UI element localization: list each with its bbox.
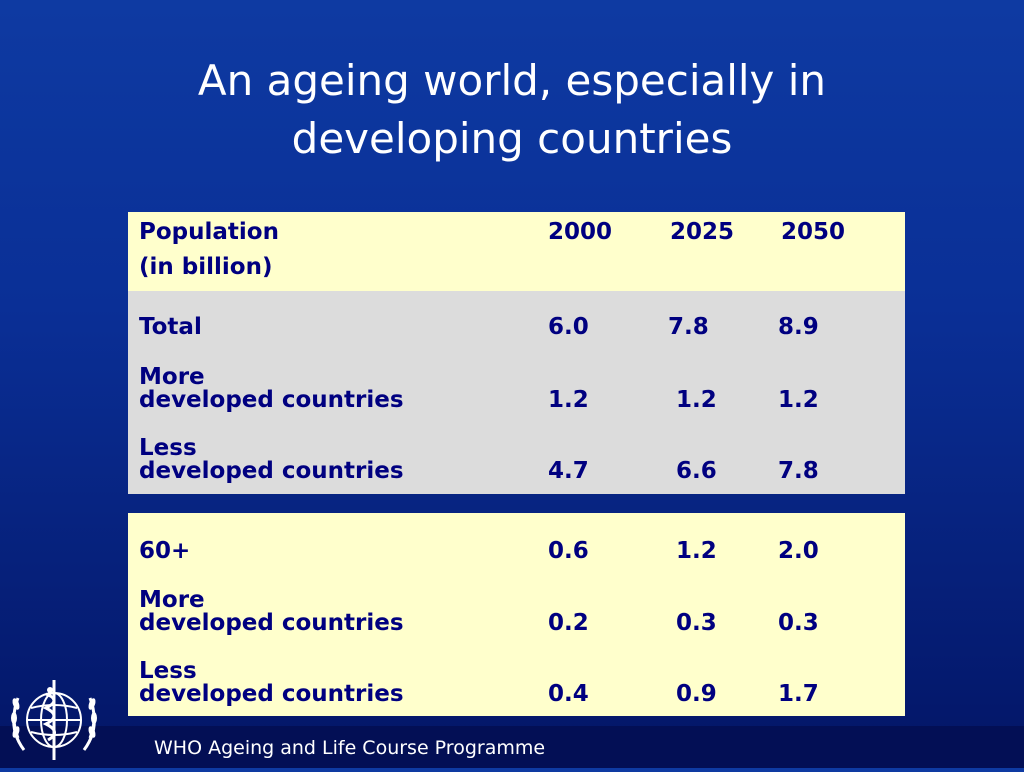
value-2025: 7.8	[668, 314, 709, 340]
row-label-line1: Less	[139, 658, 197, 684]
value-2025: 1.2	[676, 538, 717, 564]
row-label-line1: Less	[139, 435, 197, 461]
header-label-line2: (in billion)	[139, 254, 273, 280]
row-label: Total	[139, 314, 202, 340]
header-year-2050: 2050	[781, 219, 846, 245]
value-2050: 7.8	[778, 458, 819, 484]
sixty-plus-table: 60+ 0.6 1.2 2.0 More developed countries…	[128, 513, 905, 716]
header-year-2000: 2000	[548, 219, 613, 245]
row-label-line2: developed countries	[139, 458, 404, 484]
header-label-line1: Population	[139, 219, 279, 245]
row-label-line1: More	[139, 587, 205, 613]
table-header-row: Population (in billion) 2000 2025 2050	[128, 212, 905, 291]
row-label-line1: More	[139, 364, 205, 390]
row-label: 60+	[139, 538, 191, 564]
slide-title: An ageing world, especially in developin…	[0, 52, 1024, 168]
slide-title-line1: An ageing world, especially in	[197, 56, 827, 105]
value-2025: 0.9	[676, 681, 717, 707]
row-label-line2: developed countries	[139, 681, 404, 707]
value-2000: 0.4	[548, 681, 589, 707]
footer-text: WHO Ageing and Life Course Programme	[154, 737, 546, 759]
population-table: Population (in billion) 2000 2025 2050 T…	[128, 212, 905, 494]
footer-bar	[0, 726, 1024, 768]
value-2025: 6.6	[676, 458, 717, 484]
who-emblem-icon	[4, 668, 104, 768]
value-2025: 1.2	[676, 387, 717, 413]
value-2025: 0.3	[676, 610, 717, 636]
value-2000: 1.2	[548, 387, 589, 413]
value-2050: 8.9	[778, 314, 819, 340]
value-2000: 4.7	[548, 458, 589, 484]
total-population-section: Total 6.0 7.8 8.9 More developed countri…	[128, 291, 905, 494]
value-2050: 2.0	[778, 538, 819, 564]
slide-title-line2: developing countries	[291, 114, 733, 163]
header-year-2025: 2025	[670, 219, 735, 245]
value-2050: 1.2	[778, 387, 819, 413]
value-2050: 0.3	[778, 610, 819, 636]
value-2050: 1.7	[778, 681, 819, 707]
value-2000: 6.0	[548, 314, 589, 340]
value-2000: 0.2	[548, 610, 589, 636]
row-label-line2: developed countries	[139, 610, 404, 636]
row-label-line2: developed countries	[139, 387, 404, 413]
value-2000: 0.6	[548, 538, 589, 564]
